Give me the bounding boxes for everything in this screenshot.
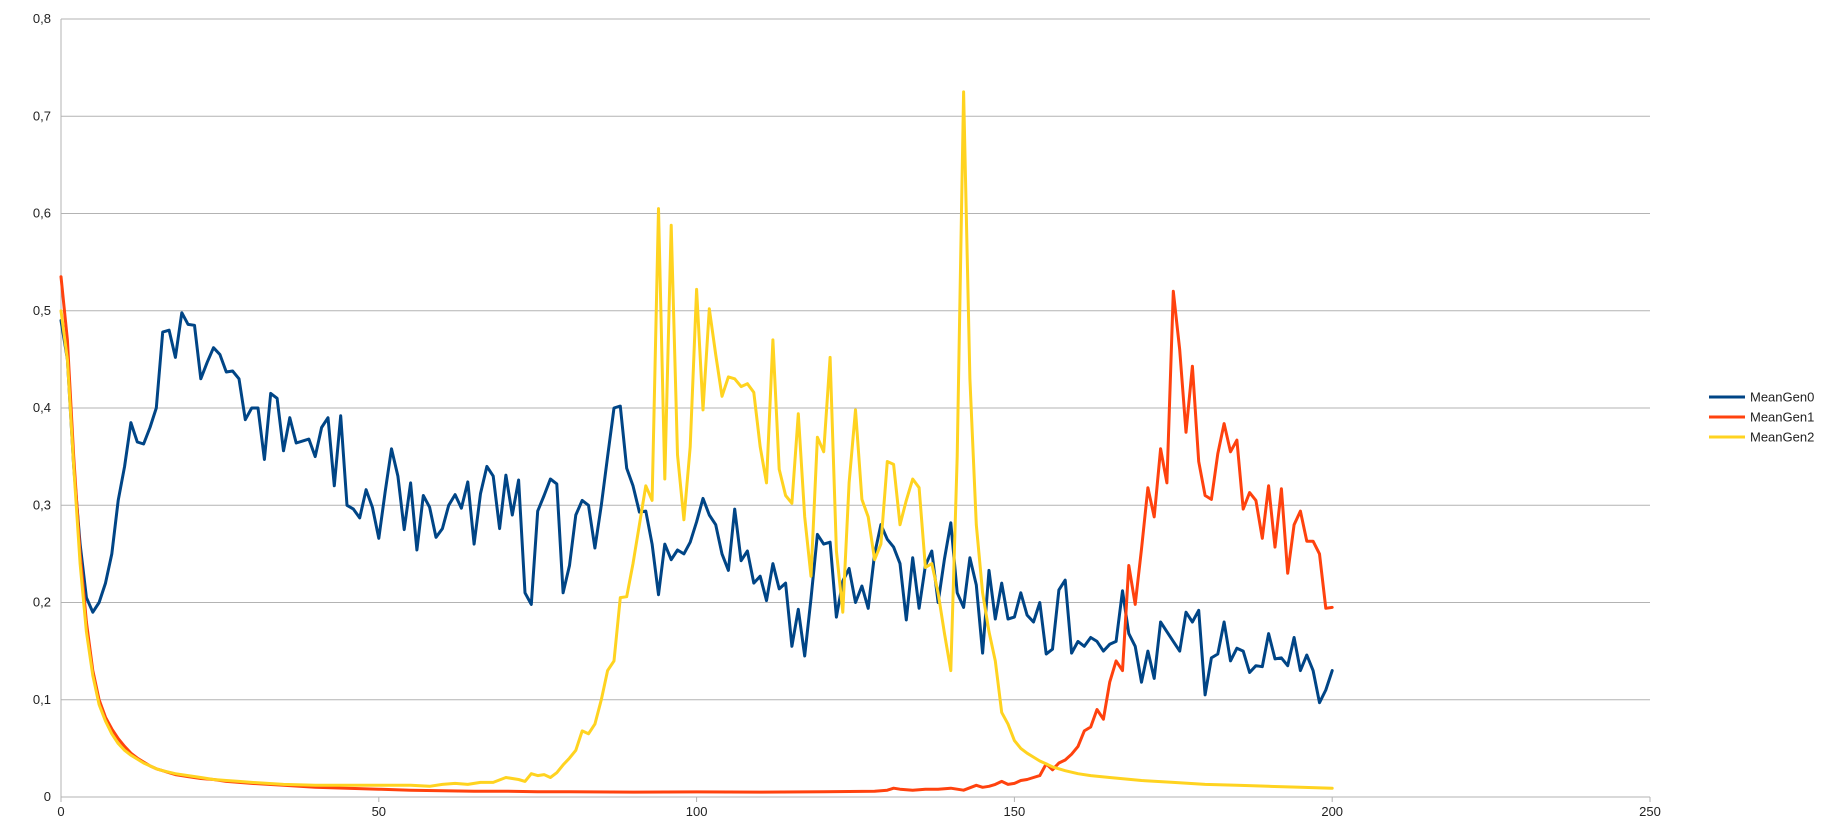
- x-tick-label: 150: [1004, 804, 1026, 819]
- y-tick-label: 0,5: [33, 303, 51, 318]
- y-tick-label: 0,1: [33, 692, 51, 707]
- series-line-meangen2: [59, 90, 1334, 790]
- series-lines: [59, 90, 1334, 794]
- y-tick-label: 0: [44, 789, 51, 804]
- y-tick-label: 0,8: [33, 11, 51, 26]
- axes: [60, 19, 1651, 802]
- x-tick-label: 0: [57, 804, 64, 819]
- y-tick-label: 0,6: [33, 206, 51, 221]
- y-tick-label: 0,2: [33, 595, 51, 610]
- y-tick-label: 0,3: [33, 497, 51, 512]
- tick-labels: 0 0,1 0,2 0,3 0,4 0,5 0,6 0,7 0,8 0 50 100 150 200 250: [33, 11, 1661, 819]
- x-tick-label: 100: [686, 804, 708, 819]
- y-tick-label: 0,7: [33, 108, 51, 123]
- y-tick-label: 0,4: [33, 400, 51, 415]
- legend-label: MeanGen1: [1750, 410, 1814, 425]
- legend: MeanGen0 MeanGen1 MeanGen2: [1709, 390, 1814, 445]
- gridlines: [61, 18, 1650, 701]
- x-tick-label: 250: [1639, 804, 1661, 819]
- x-tick-label: 200: [1321, 804, 1343, 819]
- x-tick-label: 50: [372, 804, 386, 819]
- legend-label: MeanGen0: [1750, 390, 1814, 405]
- legend-label: MeanGen2: [1750, 430, 1814, 445]
- series-line-meangen0: [59, 311, 1334, 705]
